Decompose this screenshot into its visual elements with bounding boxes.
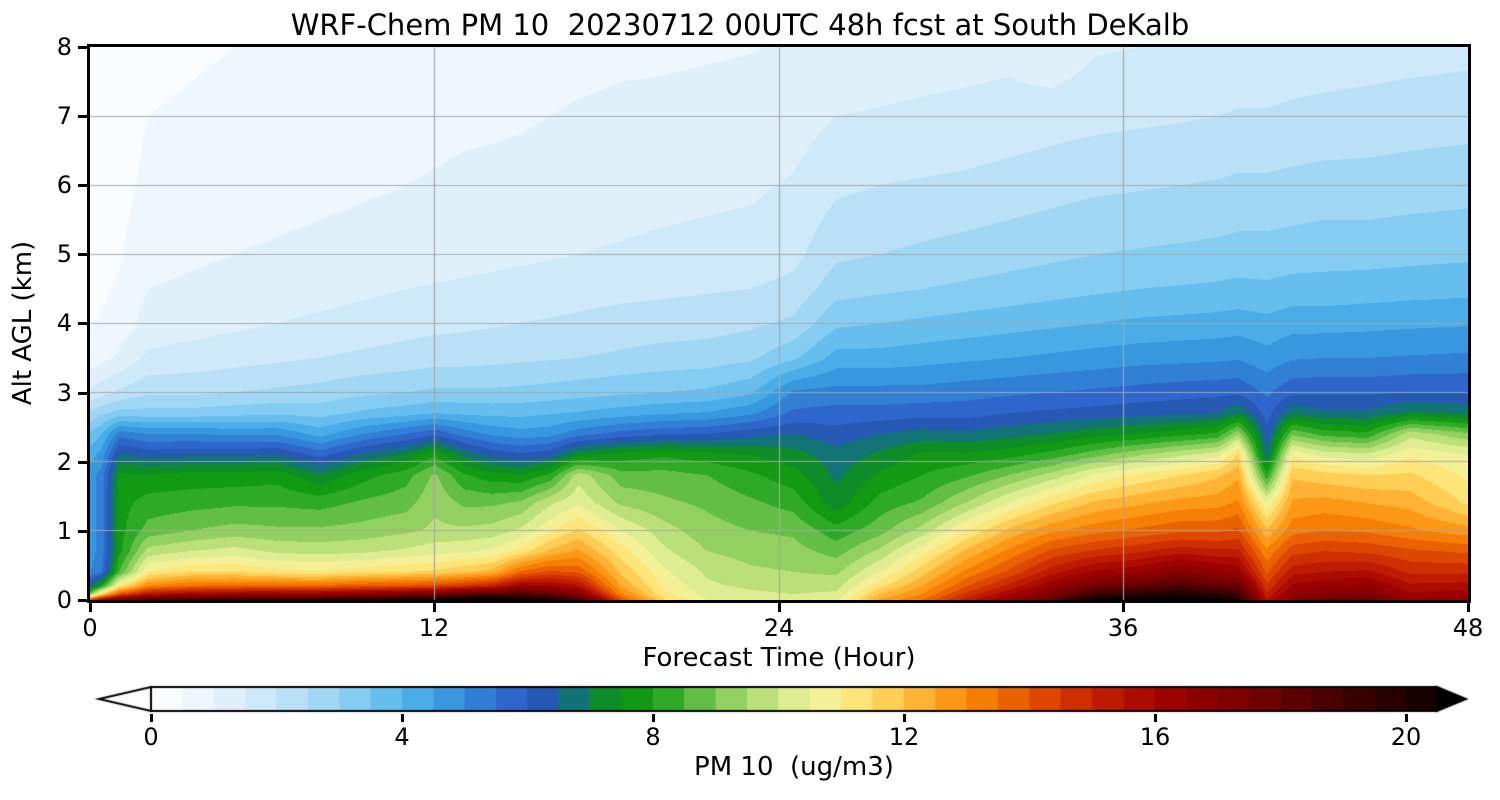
colorbar-tick-label: 4: [394, 723, 410, 751]
colorbar-tick-mark: [903, 714, 906, 722]
x-tick-label: 12: [418, 614, 450, 642]
colorbar-tick-label: 12: [888, 723, 920, 751]
colorbar-tick-label: 16: [1139, 723, 1171, 751]
y-tick-label: 7: [56, 102, 72, 130]
colorbar-tick-label: 0: [143, 723, 159, 751]
y-tick-mark: [78, 253, 87, 256]
y-tick-mark: [78, 322, 87, 325]
x-tick-label: 24: [763, 614, 795, 642]
colorbar-tick-label: 8: [645, 723, 661, 751]
x-tick-label: 0: [82, 614, 98, 642]
x-tick-mark: [1122, 603, 1125, 612]
y-tick-mark: [78, 529, 87, 533]
y-axis-label: Alt AGL (km): [8, 240, 38, 406]
colorbar-tick-mark: [1405, 714, 1408, 722]
y-tick-mark: [78, 598, 87, 602]
x-tick-label: 48: [1452, 614, 1484, 642]
y-tick-label: 3: [56, 379, 72, 407]
y-tick-mark: [78, 184, 87, 187]
x-tick-mark: [777, 603, 781, 612]
colorbar-tick-mark: [1154, 714, 1157, 722]
y-tick-label: 8: [56, 33, 72, 61]
colorbar-tick-label: 20: [1390, 723, 1422, 751]
y-tick-label: 2: [56, 448, 72, 476]
y-tick-label: 4: [56, 309, 72, 337]
colorbar-tick-mark: [652, 714, 655, 722]
x-tick-mark: [88, 603, 92, 612]
contour-plot-canvas: [90, 47, 1468, 600]
colorbar-label: PM 10 (ug/m3): [694, 752, 894, 782]
y-tick-label: 6: [56, 171, 72, 199]
y-tick-label: 5: [56, 240, 72, 268]
x-tick-mark: [433, 603, 436, 612]
colorbar-tick-mark: [150, 714, 153, 722]
colorbar-canvas: [88, 684, 1478, 720]
y-tick-mark: [78, 114, 87, 118]
y-tick-mark: [78, 460, 87, 464]
chart-title-text: WRF-Chem PM 10 20230712 00UTC 48h fcst a…: [290, 8, 1190, 42]
colorbar-tick-mark: [401, 714, 404, 722]
x-tick-mark: [1466, 603, 1470, 612]
y-tick-mark: [78, 45, 87, 49]
x-tick-label: 36: [1107, 614, 1139, 642]
chart-title: WRF-Chem PM 10 20230712 00UTC 48h fcst a…: [0, 8, 1500, 42]
x-axis-label: Forecast Time (Hour): [642, 643, 916, 673]
y-tick-label: 1: [56, 517, 72, 545]
y-tick-mark: [78, 391, 87, 395]
y-tick-label: 0: [56, 586, 72, 614]
